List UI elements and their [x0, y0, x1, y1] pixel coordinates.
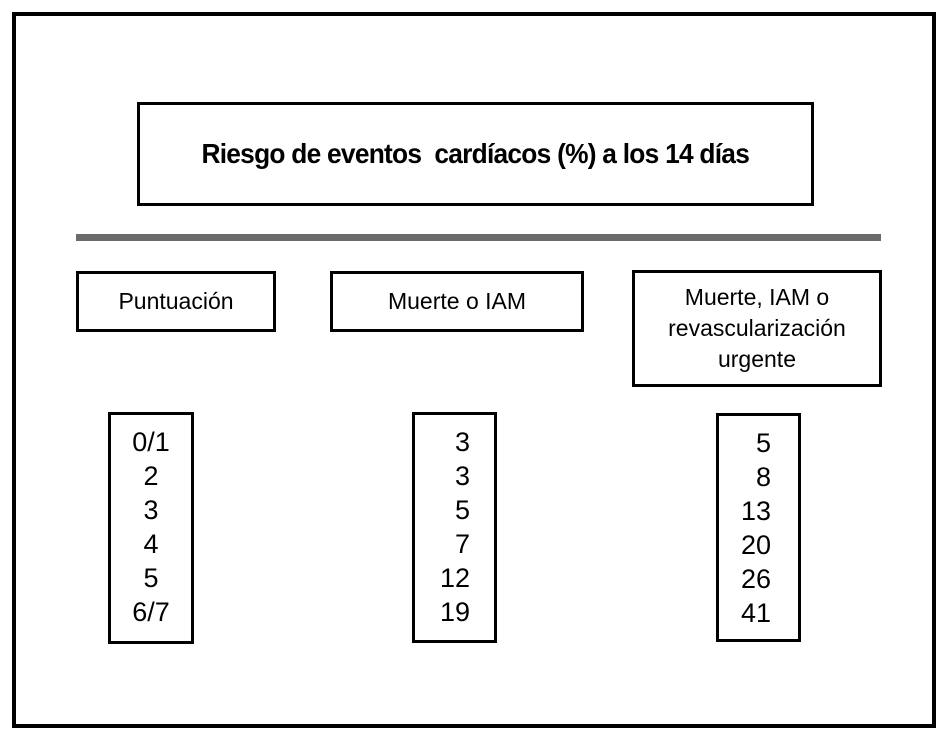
muerte-o-iam-value: 19	[439, 597, 470, 627]
data-box-muerte-o-iam: 3 3 5 7 12 19	[412, 412, 497, 643]
muerte-iam-revascularizacion-value: 8	[755, 462, 771, 492]
muerte-iam-revascularizacion-value: 20	[740, 530, 771, 560]
puntuacion-value: 2	[143, 461, 159, 491]
puntuacion-value: 3	[143, 495, 159, 525]
puntuacion-value: 5	[143, 563, 159, 593]
outer-frame: Riesgo de eventos cardíacos (%) a los 14…	[12, 12, 936, 728]
header-label-muerte-iam-revascularizacion: Muerte, IAM o revascularización urgente	[668, 284, 846, 372]
puntuacion-value: 6/7	[132, 597, 170, 627]
header-box-muerte-iam-revascularizacion: Muerte, IAM o revascularización urgente	[632, 270, 882, 387]
muerte-o-iam-value: 7	[454, 529, 470, 559]
muerte-iam-revascularizacion-value: 26	[740, 564, 771, 594]
figure-title: Riesgo de eventos cardíacos (%) a los 14…	[201, 138, 750, 169]
data-box-muerte-iam-revascularizacion: 5 8 13 20 26 41	[716, 413, 801, 642]
muerte-iam-revascularizacion-value: 13	[740, 496, 771, 526]
header-box-muerte-o-iam: Muerte o IAM	[330, 271, 584, 332]
header-label-puntuacion: Puntuación	[118, 288, 234, 314]
title-box: Riesgo de eventos cardíacos (%) a los 14…	[137, 102, 814, 206]
muerte-o-iam-value: 12	[439, 563, 470, 593]
muerte-o-iam-value: 5	[454, 495, 470, 525]
muerte-o-iam-value: 3	[454, 461, 470, 491]
divider-bar	[76, 234, 881, 241]
muerte-iam-revascularizacion-value: 5	[755, 428, 771, 458]
data-box-puntuacion: 0/1 2 3 4 5 6/7	[108, 412, 194, 644]
muerte-iam-revascularizacion-value: 41	[740, 598, 771, 628]
header-label-muerte-o-iam: Muerte o IAM	[387, 288, 527, 314]
muerte-o-iam-value: 3	[454, 427, 470, 457]
puntuacion-value: 0/1	[132, 427, 170, 457]
header-box-puntuacion: Puntuación	[76, 271, 276, 332]
puntuacion-value: 4	[143, 529, 159, 559]
